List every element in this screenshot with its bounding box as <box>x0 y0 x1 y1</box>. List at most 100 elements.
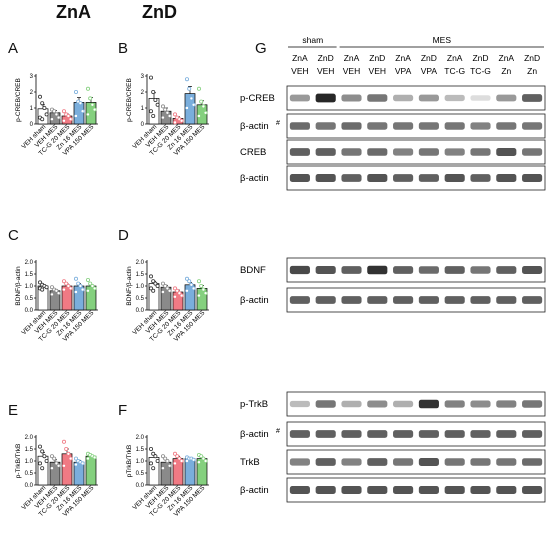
data-point <box>184 77 189 82</box>
column-title-znd: ZnD <box>142 2 177 22</box>
data-point <box>78 283 83 288</box>
blot-row--actin: β-actin # <box>240 421 546 447</box>
y-tick-label: 1.5 <box>136 272 145 278</box>
y-tick-label: 2 <box>30 90 34 96</box>
data-point <box>66 451 71 456</box>
blot-band <box>522 486 543 494</box>
y-tick-label: 1.5 <box>25 447 34 453</box>
panel-letter-c: C <box>8 227 19 244</box>
y-tick-label: 1.0 <box>136 459 145 465</box>
lane-label-strain: ZnA <box>395 53 411 63</box>
blot-band <box>289 148 310 156</box>
panel-letter-e: E <box>8 402 19 419</box>
blot-band <box>315 174 336 182</box>
y-axis-label: p-TrkB/TrkB <box>15 444 22 479</box>
data-point <box>172 120 177 125</box>
blot-band <box>470 458 491 466</box>
data-point <box>78 101 83 106</box>
y-tick-label: 0 <box>30 122 34 128</box>
blot-band <box>341 400 362 408</box>
blot-band <box>289 400 310 408</box>
blot-band <box>315 400 336 408</box>
blot-band <box>393 174 414 182</box>
data-point <box>42 454 47 459</box>
data-point <box>163 283 168 288</box>
data-point <box>165 458 170 463</box>
data-point <box>44 458 49 463</box>
blot-band <box>289 430 310 438</box>
blot-band <box>444 296 465 304</box>
data-point <box>160 104 165 109</box>
data-point <box>199 99 204 104</box>
y-tick-label: 0.5 <box>25 296 34 302</box>
data-point <box>160 466 165 471</box>
blot-band <box>315 148 336 156</box>
blot-band <box>341 122 362 130</box>
data-point <box>151 90 156 95</box>
data-point <box>196 293 201 298</box>
data-point <box>86 277 91 282</box>
blot-band <box>444 122 465 130</box>
blot-band <box>470 296 491 304</box>
blot-band <box>496 148 517 156</box>
column-title-zna: ZnA <box>56 2 91 22</box>
lane-label-treatment: TC-G <box>444 66 465 76</box>
data-point <box>148 461 153 466</box>
blot-band <box>315 458 336 466</box>
data-point <box>38 444 43 449</box>
y-axis-label: p-CREB/CREB <box>15 78 22 122</box>
data-point <box>196 279 201 284</box>
blot-band <box>418 174 439 182</box>
blot-band <box>418 430 439 438</box>
blot-band <box>367 400 388 408</box>
blot-band <box>522 430 543 438</box>
blot-band <box>418 486 439 494</box>
data-point <box>203 110 208 115</box>
data-point <box>54 461 59 466</box>
data-point <box>50 285 55 290</box>
data-point <box>172 294 177 299</box>
data-point <box>56 463 61 468</box>
blot-band <box>418 148 439 156</box>
blot-band <box>393 458 414 466</box>
data-point <box>175 288 180 293</box>
lane-label-strain: ZnA <box>344 53 360 63</box>
y-axis-label: pTrkB/TrkB <box>126 445 133 477</box>
data-point <box>160 281 165 286</box>
data-point <box>189 282 194 287</box>
data-point <box>74 90 79 95</box>
blot-row-label: p-TrkB <box>240 399 268 410</box>
data-point <box>88 96 93 101</box>
blot-row-creb: CREB <box>240 139 546 165</box>
data-point <box>187 279 192 284</box>
data-point <box>54 112 59 117</box>
data-point <box>165 286 170 291</box>
blot-band <box>496 400 517 408</box>
data-point <box>203 458 208 463</box>
y-tick-label: 1.0 <box>25 284 34 290</box>
data-point <box>52 456 57 461</box>
y-tick-label: 0.0 <box>25 308 34 314</box>
data-point <box>187 86 192 91</box>
blot-band <box>367 148 388 156</box>
blot-band <box>470 400 491 408</box>
data-point <box>40 449 45 454</box>
data-point <box>148 274 153 279</box>
blot-band <box>444 148 465 156</box>
blot-band <box>470 174 491 182</box>
lane-label-treatment: TC-G <box>470 66 491 76</box>
blot-band <box>315 93 336 103</box>
panel-letter-f: F <box>118 402 128 419</box>
y-tick-label: 2.0 <box>136 435 145 441</box>
lane-label-strain: ZnA <box>292 53 308 63</box>
panel-letter-g: G <box>255 40 267 57</box>
data-point <box>62 118 67 123</box>
y-tick-label: 0.5 <box>25 471 34 477</box>
blot-band <box>522 94 543 102</box>
blot-band <box>418 458 439 466</box>
data-point <box>151 288 156 293</box>
blot-row--actin: β-actin <box>240 477 546 503</box>
blot-band <box>418 94 439 102</box>
